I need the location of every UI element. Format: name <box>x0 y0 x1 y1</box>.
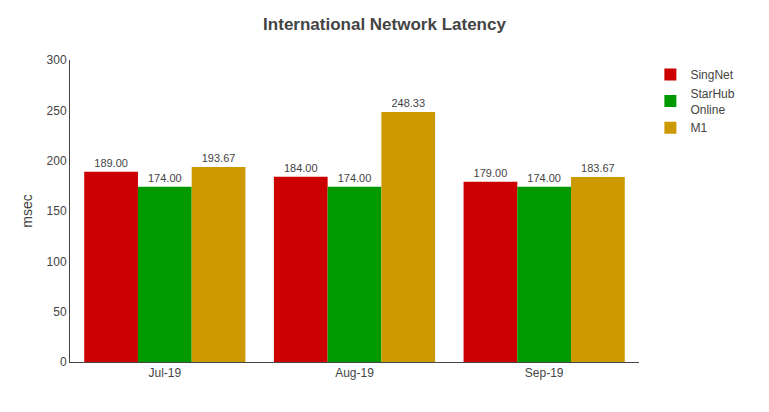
svg-text:174.00: 174.00 <box>527 172 561 184</box>
svg-text:50: 50 <box>53 305 67 319</box>
svg-text:174.00: 174.00 <box>148 172 182 184</box>
svg-text:SingNet: SingNet <box>690 68 733 82</box>
svg-text:International Network Latency: International Network Latency <box>263 15 506 34</box>
svg-text:189.00: 189.00 <box>94 157 128 169</box>
svg-text:183.67: 183.67 <box>581 162 615 174</box>
svg-text:150: 150 <box>47 204 67 218</box>
svg-text:300: 300 <box>47 53 67 67</box>
svg-text:Jul-19: Jul-19 <box>148 366 181 380</box>
svg-text:193.67: 193.67 <box>202 152 236 164</box>
svg-text:179.00: 179.00 <box>474 167 508 179</box>
svg-text:174.00: 174.00 <box>338 172 372 184</box>
svg-text:Sep-19: Sep-19 <box>525 366 564 380</box>
svg-text:250: 250 <box>47 104 67 118</box>
svg-text:Aug-19: Aug-19 <box>335 366 374 380</box>
svg-text:100: 100 <box>47 255 67 269</box>
svg-text:184.00: 184.00 <box>284 162 318 174</box>
svg-text:0: 0 <box>60 355 67 369</box>
svg-text:msec: msec <box>19 194 35 227</box>
svg-text:StarHubOnline: StarHubOnline <box>690 87 734 117</box>
svg-text:200: 200 <box>47 154 67 168</box>
svg-text:M1: M1 <box>690 121 707 135</box>
svg-text:248.33: 248.33 <box>391 97 425 109</box>
